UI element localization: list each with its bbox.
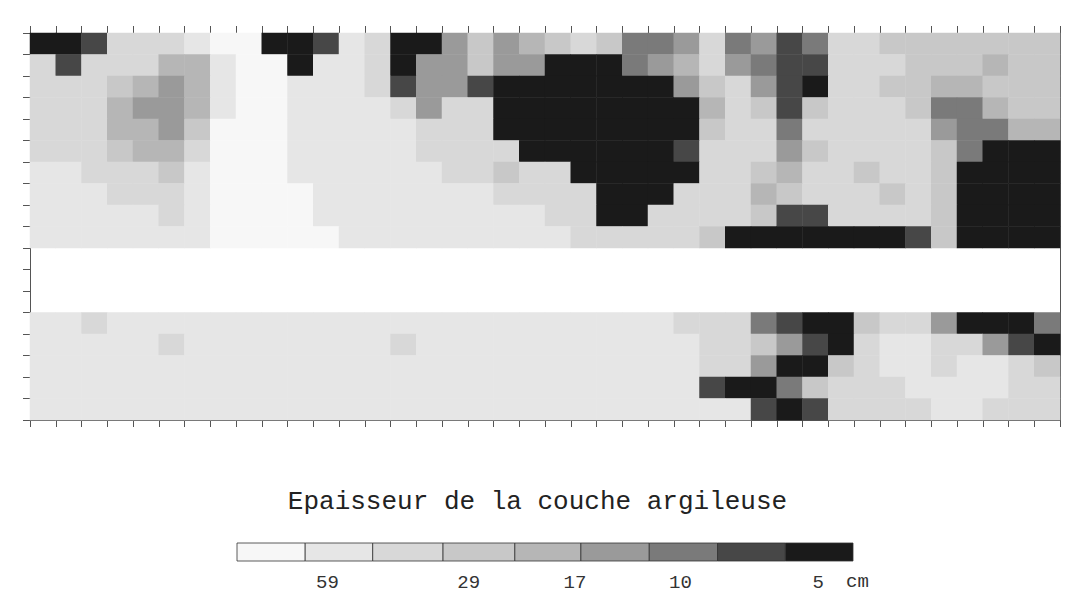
svg-text:5: 5 [813,572,824,594]
svg-text:Epaisseur de la couche argileu: Epaisseur de la couche argileuse [288,487,787,517]
svg-text:59: 59 [316,572,339,594]
svg-text:10: 10 [669,572,692,594]
svg-text:cm: cm [846,571,869,593]
svg-text:29: 29 [457,572,480,594]
svg-text:17: 17 [564,572,587,594]
